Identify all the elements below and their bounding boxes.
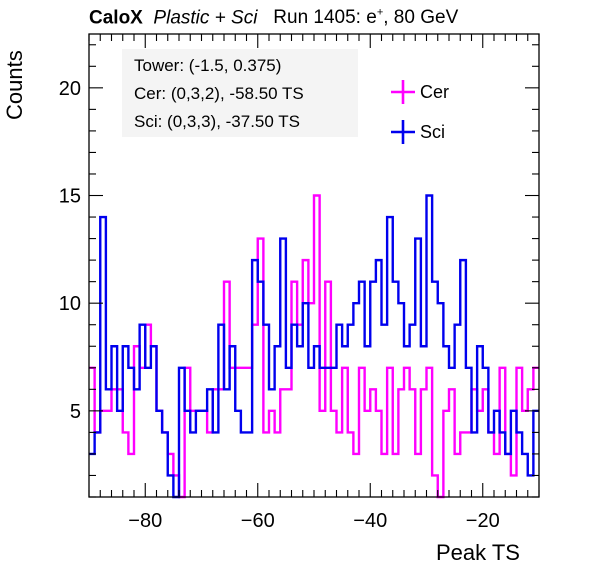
y-tick-label: 10 — [59, 293, 81, 315]
annotation-box — [122, 49, 358, 137]
series-line-sci — [89, 194, 539, 499]
x-tick-label: −60 — [241, 510, 275, 532]
x-tick-label: −20 — [466, 510, 500, 532]
annotation-cer: Cer: (0,3,2), -58.50 TS — [134, 84, 304, 103]
annotation-tower: Tower: (-1.5, 0.375) — [134, 56, 282, 75]
x-tick-label: −40 — [353, 510, 387, 532]
legend-label-cer: Cer — [420, 82, 450, 102]
y-tick-label: 20 — [59, 78, 81, 100]
y-tick-label: 5 — [70, 401, 81, 423]
annotation-sci: Sci: (0,3,3), -37.50 TS — [134, 112, 300, 131]
x-axis-title: Peak TS — [436, 540, 520, 565]
legend-label-sci: Sci — [420, 122, 446, 142]
chart-header: CaloX Plastic + Sci Run 1405: e+, 80 GeV — [89, 7, 458, 29]
header-run-suffix: , 80 GeV — [383, 7, 459, 29]
header-brand: CaloX — [89, 7, 143, 29]
header-run: Run 1405: e+, 80 GeV — [273, 7, 458, 28]
y-tick-label: 15 — [59, 186, 81, 208]
y-axis-title: Counts — [2, 50, 27, 120]
header-subtitle: Plastic + Sci — [153, 7, 258, 29]
x-tick-label: −80 — [128, 510, 162, 532]
header-run-sup: + — [376, 7, 384, 19]
header-run-prefix: Run 1405: e — [273, 7, 377, 29]
